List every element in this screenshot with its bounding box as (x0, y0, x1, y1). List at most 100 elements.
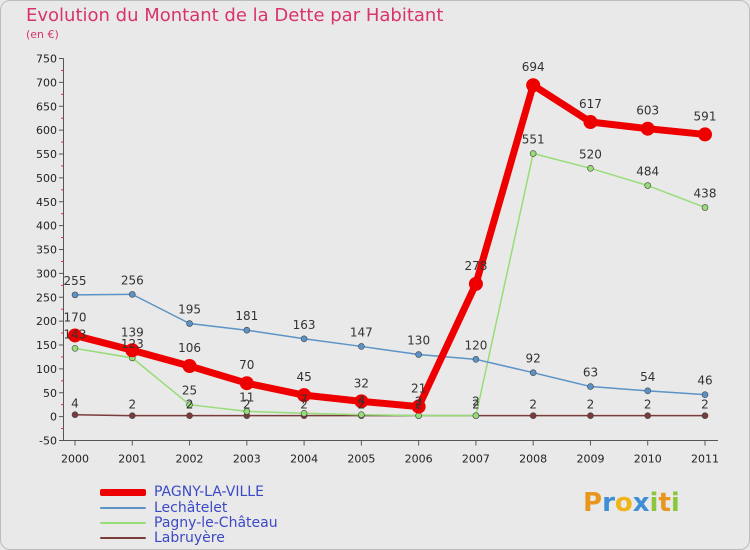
data-label: 603 (636, 104, 659, 118)
data-label: 694 (522, 60, 545, 74)
data-label: 591 (694, 109, 717, 123)
data-label: 520 (579, 147, 602, 161)
legend-swatch (100, 537, 146, 539)
data-point (529, 369, 537, 376)
logo-letter: i (649, 488, 659, 518)
data-label: 163 (293, 318, 316, 332)
chart-subtitle: (en €) (26, 28, 59, 41)
data-point (128, 291, 136, 298)
data-point (526, 78, 541, 93)
data-label: 2 (472, 395, 480, 409)
x-tick-label: 2004 (290, 453, 318, 466)
data-point (583, 115, 598, 130)
data-point (71, 345, 79, 352)
y-tick-label: -50 (39, 435, 57, 448)
series-line-2 (74, 152, 706, 417)
data-point (644, 412, 652, 419)
data-point (186, 412, 193, 419)
data-point (186, 320, 193, 327)
data-point (186, 401, 193, 408)
data-point (587, 383, 594, 390)
data-point (125, 343, 140, 358)
data-label: 139 (121, 325, 144, 339)
legend-swatch (100, 488, 146, 496)
y-tick-label: 500 (36, 172, 57, 185)
data-point (300, 409, 308, 417)
proxiti-logo: Proxiti (583, 488, 680, 518)
data-label: 4 (358, 394, 366, 408)
data-label: 551 (522, 133, 545, 147)
data-point (297, 388, 312, 403)
data-label: 170 (64, 310, 87, 324)
data-label: 7 (300, 392, 308, 406)
y-tick-label: 50 (43, 387, 57, 400)
x-tick-label: 2011 (691, 453, 719, 466)
y-tick-label: 650 (36, 100, 57, 113)
data-point (587, 412, 594, 419)
data-label: 2 (587, 398, 595, 412)
data-point (468, 276, 483, 291)
legend-item: Labruyère (100, 530, 225, 546)
logo-letter: x (632, 488, 650, 518)
data-label: 130 (407, 334, 430, 348)
logo-letter: o (614, 488, 633, 518)
y-tick-label: 300 (36, 267, 57, 280)
data-label: 2 (529, 398, 537, 412)
data-label: 70 (239, 358, 254, 372)
data-point (239, 376, 254, 391)
data-point (698, 127, 712, 142)
x-tick-label: 2010 (634, 453, 662, 466)
series-line-1 (74, 293, 706, 396)
data-point (182, 359, 197, 374)
data-point (411, 399, 426, 414)
data-label: 438 (694, 186, 717, 200)
data-point (472, 356, 480, 363)
y-tick-label: 550 (36, 148, 57, 161)
data-point (529, 150, 537, 157)
data-label: 255 (64, 274, 87, 288)
data-point (701, 391, 709, 398)
y-tick-label: 200 (36, 315, 57, 328)
data-point (701, 412, 709, 419)
data-label: 143 (64, 327, 87, 341)
x-tick-label: 2001 (118, 453, 146, 466)
data-label: 54 (640, 370, 655, 384)
logo-letter: P (583, 488, 603, 518)
x-tick-label: 2008 (519, 453, 547, 466)
data-point (701, 204, 709, 211)
logo-letter: r (602, 488, 615, 518)
legend-item: Lechâtelet (100, 500, 227, 516)
y-tick-label: 350 (36, 244, 57, 257)
data-label: 11 (239, 390, 254, 404)
legend-item: PAGNY-LA-VILLE (100, 484, 264, 500)
data-label: 25 (182, 384, 197, 398)
data-point (358, 343, 365, 350)
series-line-0 (71, 81, 709, 411)
legend-item: Pagny-le-Château (100, 515, 278, 531)
data-label: 2 (300, 398, 308, 412)
x-tick-label: 2003 (233, 453, 261, 466)
legend-label: Labruyère (154, 530, 225, 546)
data-label: 92 (526, 352, 541, 366)
data-point (354, 394, 369, 409)
data-label: 21 (411, 382, 426, 396)
chart-title: Evolution du Montant de la Dette par Hab… (26, 5, 444, 26)
data-point (644, 387, 652, 395)
data-point (71, 291, 79, 299)
data-label: 2 (415, 395, 423, 409)
data-label: 2 (415, 398, 423, 412)
x-tick-label: 2002 (176, 453, 204, 466)
y-tick-label: 0 (50, 411, 57, 424)
y-tick-label: 450 (36, 196, 57, 209)
data-point (128, 412, 136, 419)
data-point (644, 182, 652, 189)
data-point (358, 411, 365, 419)
x-tick-label: 2000 (61, 453, 89, 466)
data-point (243, 326, 251, 334)
data-label: 46 (697, 374, 712, 388)
x-tick-label: 2006 (405, 453, 433, 466)
x-tick-label: 2009 (576, 453, 604, 466)
data-label: 256 (121, 273, 144, 287)
legend-label: PAGNY-LA-VILLE (154, 484, 264, 500)
